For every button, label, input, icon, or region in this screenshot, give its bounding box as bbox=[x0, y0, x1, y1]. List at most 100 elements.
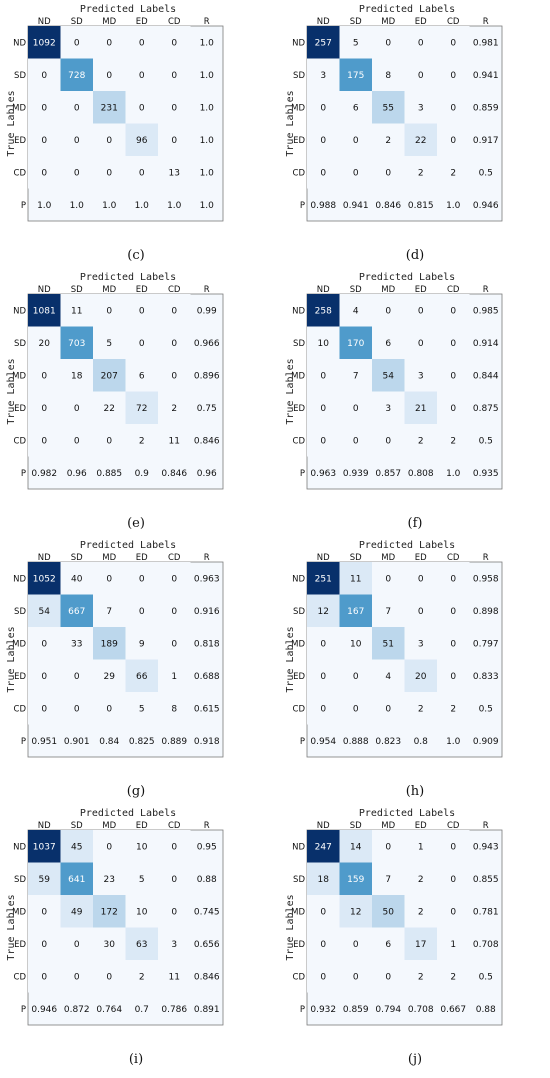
heatmap-cell bbox=[158, 359, 191, 392]
cell-value-label: 0 bbox=[320, 907, 326, 917]
x-axis-title: Predicted Labels bbox=[80, 4, 176, 15]
cell-value-label: 167 bbox=[347, 607, 364, 617]
y-tick-label: CD bbox=[293, 436, 306, 446]
heatmap-cell bbox=[372, 123, 405, 156]
precision-value-label: 1.0 bbox=[70, 201, 85, 211]
heatmap-cell bbox=[28, 58, 61, 91]
y-tick-label: CD bbox=[14, 704, 27, 714]
y-tick-label: P bbox=[21, 737, 26, 747]
x-tick-label: R bbox=[204, 17, 210, 27]
y-tick-label: CD bbox=[14, 972, 27, 982]
recall-value-label: 0.963 bbox=[194, 574, 220, 584]
cell-value-label: 0 bbox=[41, 404, 47, 414]
heatmap-cell bbox=[60, 562, 93, 595]
heatmap-cell bbox=[404, 627, 437, 660]
recall-value-label: 0.916 bbox=[194, 607, 220, 617]
precision-value-label: 0.96 bbox=[67, 469, 87, 479]
x-axis-title: Predicted Labels bbox=[80, 272, 176, 283]
heatmap-cell bbox=[28, 862, 61, 895]
heatmap-cell bbox=[372, 359, 405, 392]
heatmap-cell bbox=[372, 326, 405, 359]
cell-value-label: 0 bbox=[418, 306, 424, 316]
recall-value-label: 0.981 bbox=[473, 38, 499, 48]
heatmap-cell bbox=[60, 627, 93, 660]
precision-value-label: 0.982 bbox=[31, 469, 57, 479]
cell-value-label: 0 bbox=[139, 306, 145, 316]
heatmap-cell bbox=[307, 862, 340, 895]
cell-value-label: 0 bbox=[353, 168, 359, 178]
heatmap-cell bbox=[28, 391, 61, 424]
confusion-matrix-chart: Predicted Labels True Lables ND SD MD ED CD R ND… bbox=[6, 4, 224, 222]
heatmap-cell bbox=[339, 58, 372, 91]
x-tick-label: MD bbox=[381, 285, 395, 295]
cell-value-label: 0 bbox=[171, 306, 177, 316]
cell-value-label: 0 bbox=[106, 38, 112, 48]
x-axis-title: Predicted Labels bbox=[359, 540, 455, 551]
overall-value-label: 0.891 bbox=[194, 1005, 220, 1015]
confusion-matrix-panel: Predicted Labels True Lables ND SD MD ED CD R ND… bbox=[285, 808, 545, 1070]
cell-value-label: 0 bbox=[385, 306, 391, 316]
confusion-matrix-panel: Predicted Labels True Lables ND SD MD ED CD R ND… bbox=[6, 272, 266, 534]
cell-value-label: 0 bbox=[320, 704, 326, 714]
y-tick-label: ED bbox=[293, 672, 305, 682]
heatmap-cell bbox=[372, 960, 405, 993]
cell-value-label: 0 bbox=[353, 972, 359, 982]
cell-value-label: 0 bbox=[41, 704, 47, 714]
precision-value-label: 0.84 bbox=[99, 737, 119, 747]
heatmap-cell bbox=[404, 960, 437, 993]
x-tick-label: ED bbox=[415, 285, 427, 295]
cell-value-label: 0 bbox=[353, 436, 359, 446]
y-tick-label: P bbox=[300, 469, 305, 479]
heatmap-cell bbox=[93, 156, 126, 189]
cell-value-label: 0 bbox=[171, 371, 177, 381]
heatmap-cell bbox=[125, 424, 158, 457]
heatmap-cell bbox=[93, 862, 126, 895]
cell-value-label: 0 bbox=[450, 136, 456, 146]
cell-value-label: 0 bbox=[74, 103, 80, 113]
cell-value-label: 257 bbox=[315, 38, 332, 48]
cell-value-label: 0 bbox=[320, 672, 326, 682]
recall-value-label: 0.985 bbox=[473, 306, 499, 316]
cell-value-label: 0 bbox=[171, 339, 177, 349]
cell-value-label: 2 bbox=[450, 972, 456, 982]
y-axis-title: True Lables bbox=[285, 358, 296, 424]
heatmap-cell bbox=[339, 960, 372, 993]
cell-value-label: 14 bbox=[350, 842, 362, 852]
y-tick-label: MD bbox=[291, 103, 305, 113]
cell-value-label: 11 bbox=[169, 972, 180, 982]
overall-value-label: 0.935 bbox=[473, 469, 499, 479]
recall-value-label: 0.846 bbox=[194, 436, 220, 446]
x-tick-label: ND bbox=[317, 17, 330, 27]
cell-value-label: 1052 bbox=[33, 574, 56, 584]
heatmap-cell bbox=[93, 91, 126, 124]
cell-value-label: 0 bbox=[74, 704, 80, 714]
cell-value-label: 23 bbox=[104, 875, 115, 885]
cell-value-label: 251 bbox=[315, 574, 332, 584]
cell-value-label: 728 bbox=[68, 71, 85, 81]
heatmap-cell bbox=[404, 830, 437, 863]
x-tick-label: ED bbox=[136, 17, 148, 27]
y-tick-label: CD bbox=[293, 972, 306, 982]
y-tick-label: ED bbox=[14, 940, 26, 950]
cell-value-label: 0 bbox=[320, 371, 326, 381]
heatmap-cell bbox=[307, 562, 340, 595]
precision-value-label: 0.846 bbox=[161, 469, 187, 479]
heatmap-cell bbox=[60, 594, 93, 627]
confusion-matrix-chart: Predicted Labels True Lables ND SD MD ED CD R ND… bbox=[6, 272, 224, 490]
heatmap-cell bbox=[404, 424, 437, 457]
recall-value-label: 0.818 bbox=[194, 639, 220, 649]
cell-value-label: 1037 bbox=[33, 842, 56, 852]
precision-value-label: 0.941 bbox=[343, 201, 369, 211]
heatmap-cell bbox=[60, 927, 93, 960]
cell-value-label: 0 bbox=[353, 404, 359, 414]
recall-value-label: 0.708 bbox=[473, 940, 499, 950]
cell-value-label: 0 bbox=[41, 136, 47, 146]
y-tick-label: CD bbox=[293, 704, 306, 714]
x-tick-label: ED bbox=[415, 821, 427, 831]
heatmap-cell bbox=[437, 594, 470, 627]
cell-value-label: 0 bbox=[74, 436, 80, 446]
heatmap-cell bbox=[158, 862, 191, 895]
heatmap-cell bbox=[158, 659, 191, 692]
heatmap-cell bbox=[339, 359, 372, 392]
cell-value-label: 0 bbox=[450, 339, 456, 349]
